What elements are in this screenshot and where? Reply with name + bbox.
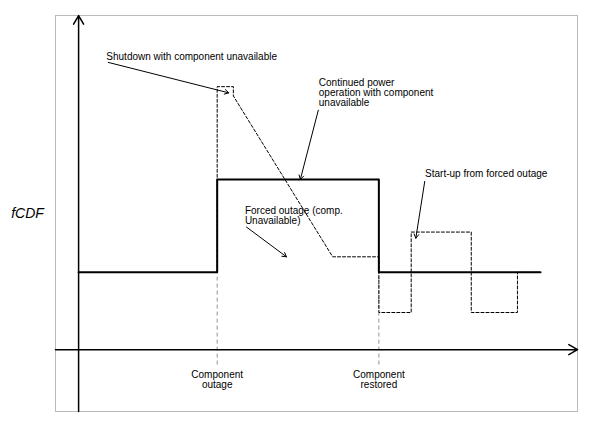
svg-text:Forced outage (comp.Unavailabl: Forced outage (comp.Unavailable) xyxy=(245,205,343,226)
svg-text:fCDF: fCDF xyxy=(11,205,45,221)
svg-text:Componentrestored: Componentrestored xyxy=(353,369,405,390)
svg-text:Continued poweroperation with: Continued poweroperation with componentu… xyxy=(319,77,434,108)
svg-text:Componentoutage: Componentoutage xyxy=(191,369,243,390)
svg-text:Start-up from forced outage: Start-up from forced outage xyxy=(425,168,548,179)
svg-text:Shutdown with component unavai: Shutdown with component unavailable xyxy=(106,51,277,62)
